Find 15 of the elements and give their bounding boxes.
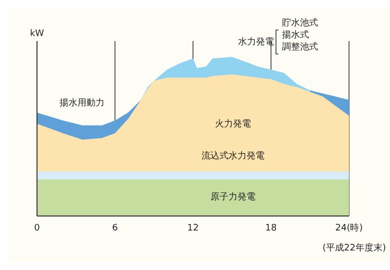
annotation: 火力発電	[215, 118, 251, 130]
x-tick-label: 12	[187, 223, 199, 234]
annotation: 流込式水力発電	[202, 150, 264, 162]
x-tick-label: 24(時)	[335, 222, 363, 234]
text: 揚水式	[282, 29, 309, 42]
text: 水力発電	[238, 36, 274, 48]
text: 貯水池式	[282, 17, 318, 30]
text: (平成22年度末)	[322, 242, 386, 254]
x-tick-label: 0	[34, 223, 40, 234]
annotation: 原子力発電	[210, 191, 256, 204]
x-tick-label: 6	[112, 223, 118, 234]
text: kW	[30, 29, 44, 39]
text: 調整池式	[282, 41, 318, 54]
annotation: 揚水用動力	[60, 97, 104, 110]
x-tick-label: 18	[265, 223, 277, 234]
